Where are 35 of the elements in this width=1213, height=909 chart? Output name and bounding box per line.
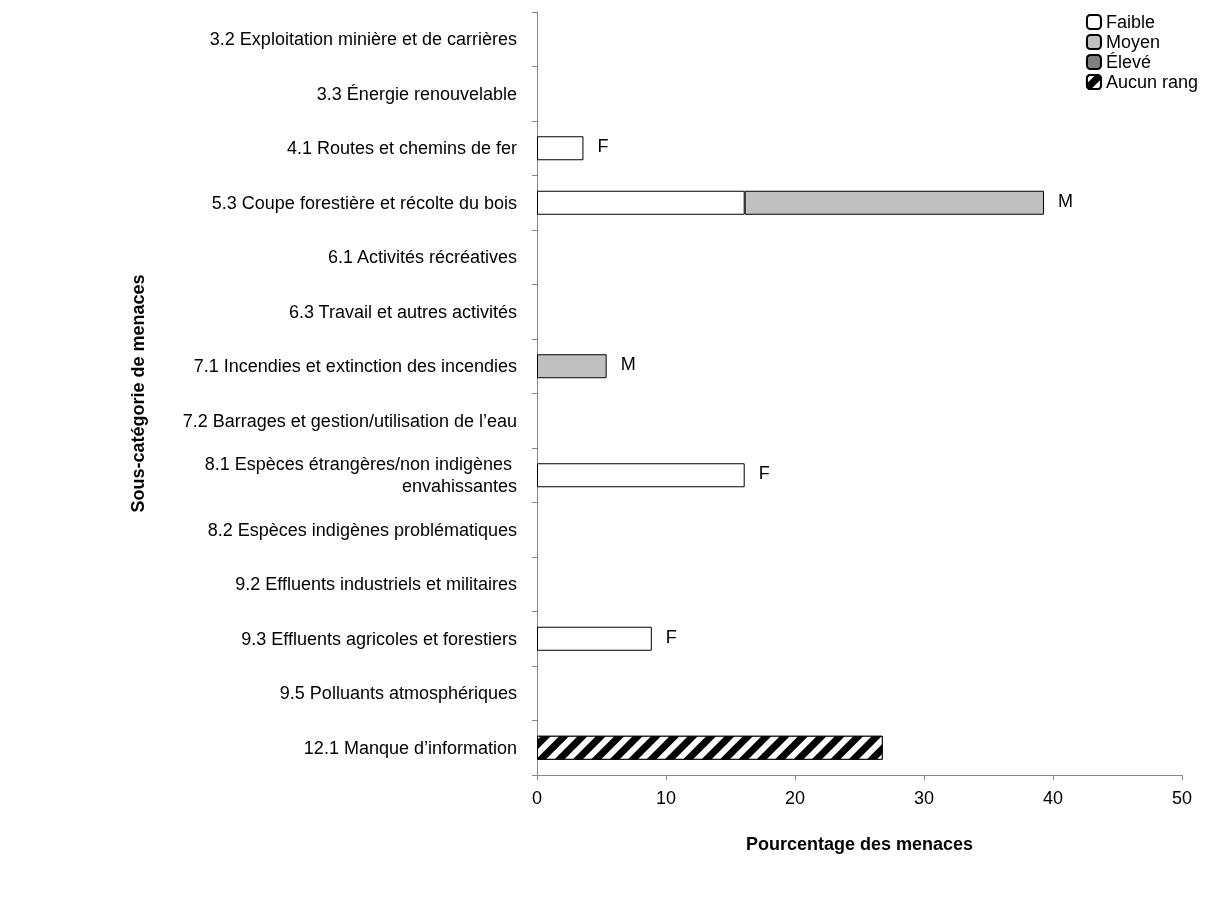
y-tick-label: 8.2 Espèces indigènes problématiques	[207, 519, 517, 540]
y-tick-label: 9.3 Effluents agricoles et forestiers	[241, 628, 517, 649]
y-tick-label: 12.1 Manque d’information	[303, 737, 517, 758]
annotation: F	[665, 626, 677, 647]
x-axis-title: Pourcentage des menaces	[745, 834, 974, 854]
annotation: F	[597, 136, 609, 157]
x-tick-label: 10	[655, 788, 677, 808]
x-tick-label: 50	[1171, 788, 1193, 808]
y-tick-label: 7.1 Incendies et extinction des incendies	[193, 356, 517, 377]
x-tick-label: 20	[784, 788, 806, 808]
y-tick-label: 4.1 Routes et chemins de fer	[286, 138, 517, 159]
x-tick-label: 30	[913, 788, 935, 808]
bar	[537, 136, 584, 161]
annotation: M	[1057, 190, 1073, 211]
y-tick-label: 6.3 Travail et autres activités	[288, 301, 517, 322]
x-tick-label: 0	[531, 788, 543, 808]
y-tick-label: 9.2 Effluents industriels et militaires	[235, 574, 517, 595]
x-tick-label: 40	[1042, 788, 1064, 808]
y-tick-label: 6.1 Activités récréatives	[327, 247, 517, 268]
legend-label: Aucun rang	[1105, 72, 1199, 92]
bar	[537, 463, 745, 488]
bar	[537, 626, 652, 651]
y-axis-title: Sous-catégorie de menaces	[128, 274, 148, 513]
y-tick-label: 5.3 Coupe forestière et récolte du bois	[211, 192, 517, 213]
y-tick-label: 9.5 Polluants atmosphériques	[279, 683, 517, 704]
annotation: F	[758, 463, 770, 484]
y-tick-label: 7.2 Barrages et gestion/utilisation de l’eau	[182, 410, 517, 431]
y-tick-label: 3.3 Énergie renouvelable	[316, 83, 517, 104]
legend-label: Élevé	[1105, 52, 1151, 72]
y-tick-label: 3.2 Exploitation minière et de carrières	[209, 29, 517, 50]
annotation: M	[620, 354, 636, 375]
legend-label: Faible	[1105, 12, 1155, 32]
bar	[537, 354, 607, 379]
y-tick-label: 8.1 Espèces étrangères/non indigènes envahissantes	[204, 454, 517, 497]
legend-label: Moyen	[1105, 32, 1160, 52]
